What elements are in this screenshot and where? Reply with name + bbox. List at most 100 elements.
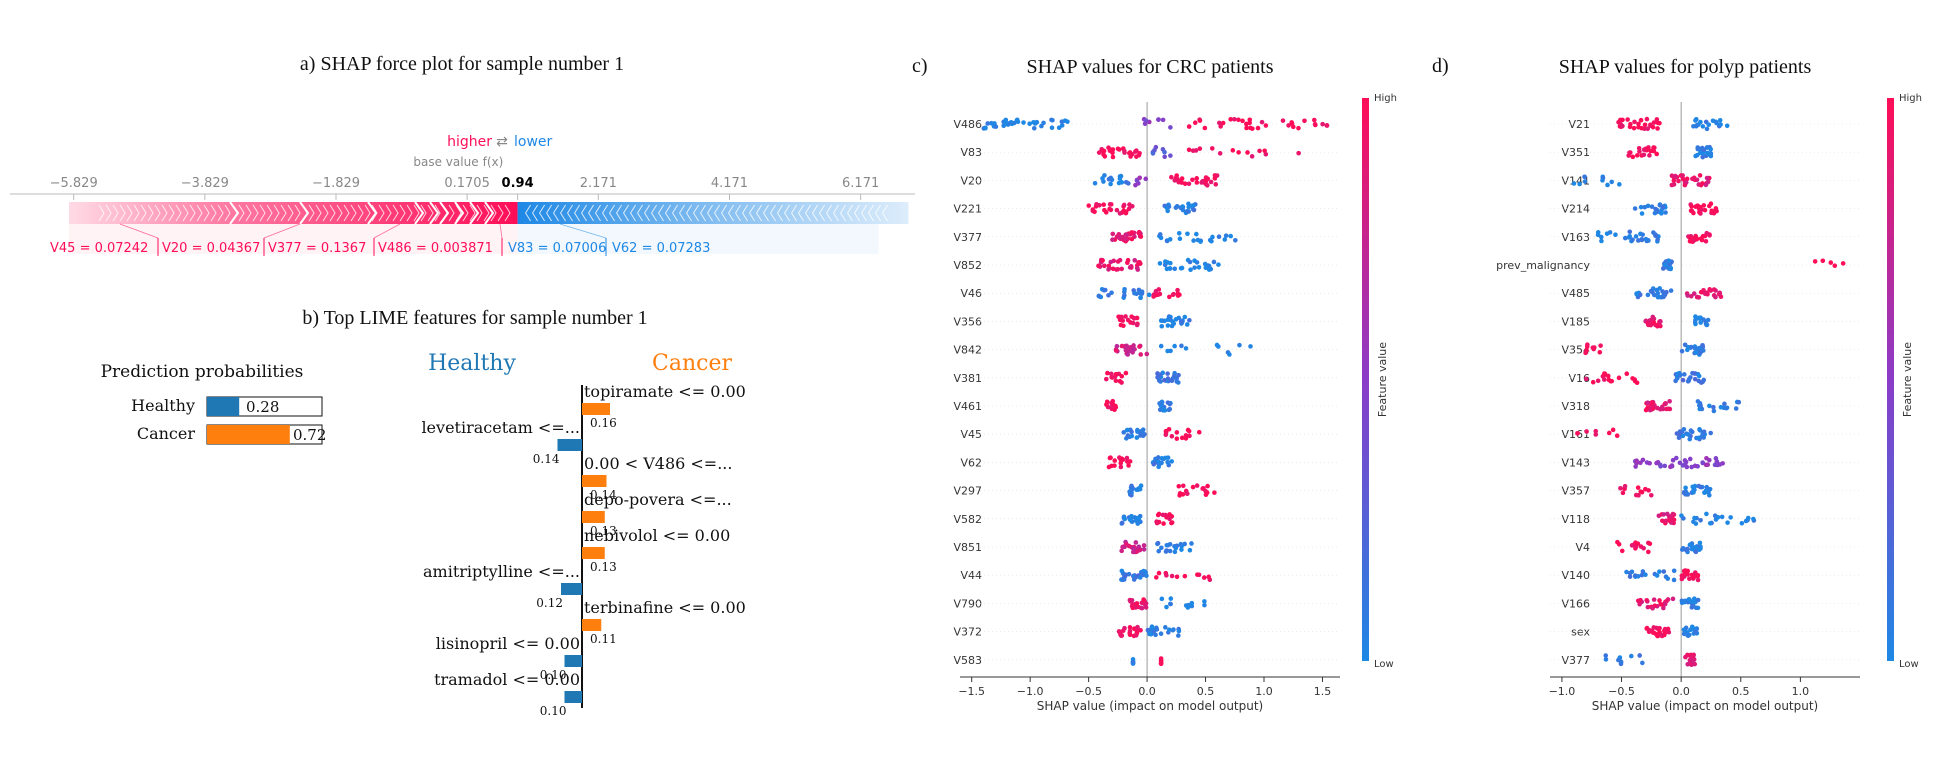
shap-point	[1745, 515, 1751, 521]
shap-point	[1701, 288, 1706, 293]
shap-point	[1652, 210, 1658, 216]
shap-point	[1094, 202, 1099, 207]
shap-point	[1660, 204, 1666, 210]
shap-point	[1162, 408, 1168, 413]
shap-point	[1049, 125, 1055, 131]
shap-point	[1606, 430, 1612, 436]
shap-point	[1653, 233, 1658, 238]
shap-point	[1673, 174, 1678, 179]
force-chevron	[217, 204, 224, 222]
shap-point	[1164, 548, 1169, 553]
force-chevron	[615, 204, 623, 222]
shap-point	[1130, 546, 1136, 551]
shap-point	[1163, 432, 1169, 438]
shap-point	[1169, 573, 1175, 579]
shap-point	[1739, 520, 1745, 526]
force-chevron	[594, 204, 602, 222]
lime-feature-name: levetiracetam <=...	[421, 418, 580, 437]
shap-point	[1247, 125, 1253, 131]
shap-point	[1134, 601, 1139, 607]
shap-point	[1701, 203, 1707, 208]
shap-point	[1127, 597, 1133, 603]
shap-point	[1700, 460, 1706, 466]
shap-point	[1645, 146, 1651, 152]
force-chevron	[154, 204, 161, 222]
shap-point	[1119, 568, 1125, 574]
shap-point	[1693, 549, 1699, 555]
shap-point	[1669, 518, 1675, 523]
force-chevron	[629, 204, 637, 222]
shap-point	[1302, 118, 1307, 124]
shap-point	[1156, 464, 1161, 470]
shap-point	[1687, 436, 1693, 442]
shap-point	[1651, 145, 1656, 150]
shap-point	[1192, 120, 1198, 125]
shap-point	[1704, 145, 1710, 150]
shap-point	[1693, 314, 1698, 319]
feature-label: V140	[1561, 569, 1590, 582]
feature-label: V486	[953, 118, 982, 131]
probability-label: Cancer	[137, 424, 196, 443]
force-chevron	[860, 204, 868, 222]
shap-point	[1682, 458, 1688, 463]
shap-point	[1662, 630, 1668, 635]
shap-point	[1105, 370, 1110, 376]
shap-point	[1233, 238, 1238, 243]
feature-label: V4	[1575, 541, 1590, 554]
shap-point	[1812, 259, 1818, 264]
shap-point	[1603, 653, 1609, 658]
shap-point	[1137, 547, 1143, 553]
shap-point	[983, 125, 988, 131]
force-chevron	[266, 204, 273, 222]
shap-point	[1624, 569, 1629, 575]
shap-point	[1217, 120, 1222, 126]
shap-point	[1670, 457, 1676, 463]
shap-point	[1668, 265, 1674, 271]
lime-feature-bar	[561, 583, 582, 595]
shap-point	[1108, 455, 1113, 461]
shap-point	[1689, 624, 1695, 630]
shap-point	[1127, 459, 1133, 464]
feature-label: V485	[1561, 287, 1590, 300]
shap-point	[1157, 232, 1163, 237]
shap-point	[1707, 287, 1712, 292]
shap-point	[1634, 291, 1639, 297]
shap-point	[1681, 516, 1686, 521]
lime-feature-weight: 0.10	[540, 704, 567, 718]
shap-point	[1728, 515, 1733, 520]
shap-point	[1118, 460, 1124, 466]
shap-point	[1003, 121, 1009, 126]
shap-point	[1693, 118, 1698, 123]
shap-point	[1129, 230, 1134, 235]
shap-point	[1162, 149, 1167, 155]
lime-feature-weight: 0.13	[590, 524, 617, 538]
shap-point	[1679, 573, 1685, 579]
shap-point	[1177, 491, 1183, 496]
force-segment-divider	[439, 201, 450, 225]
shap-point	[1654, 117, 1660, 122]
shap-point	[1313, 122, 1318, 128]
shap-point	[1698, 119, 1703, 125]
shap-point	[1245, 150, 1250, 155]
panel-b-title: b) Top LIME features for sample number 1	[302, 307, 647, 329]
lime-feature-name: 0.00 < V486 <=...	[584, 454, 732, 473]
shap-point	[1685, 379, 1691, 384]
shap-point	[1585, 342, 1590, 347]
shap-point	[1644, 460, 1650, 465]
shap-point	[1736, 399, 1742, 405]
shap-point	[1696, 435, 1701, 441]
force-chevron	[238, 204, 245, 222]
force-chevron	[280, 204, 287, 222]
shap-point	[1102, 154, 1108, 159]
shap-point	[1128, 154, 1133, 159]
feature-label: V44	[960, 569, 982, 582]
force-tick-label: 0.1705	[444, 176, 490, 191]
shap-point	[1104, 402, 1109, 407]
shap-point	[1661, 569, 1667, 574]
force-chevron	[392, 204, 399, 222]
shap-point	[1168, 601, 1173, 607]
shap-point	[1166, 627, 1172, 633]
feature-label: V852	[953, 259, 982, 272]
shap-point	[1183, 433, 1189, 438]
shap-point	[1597, 349, 1603, 355]
